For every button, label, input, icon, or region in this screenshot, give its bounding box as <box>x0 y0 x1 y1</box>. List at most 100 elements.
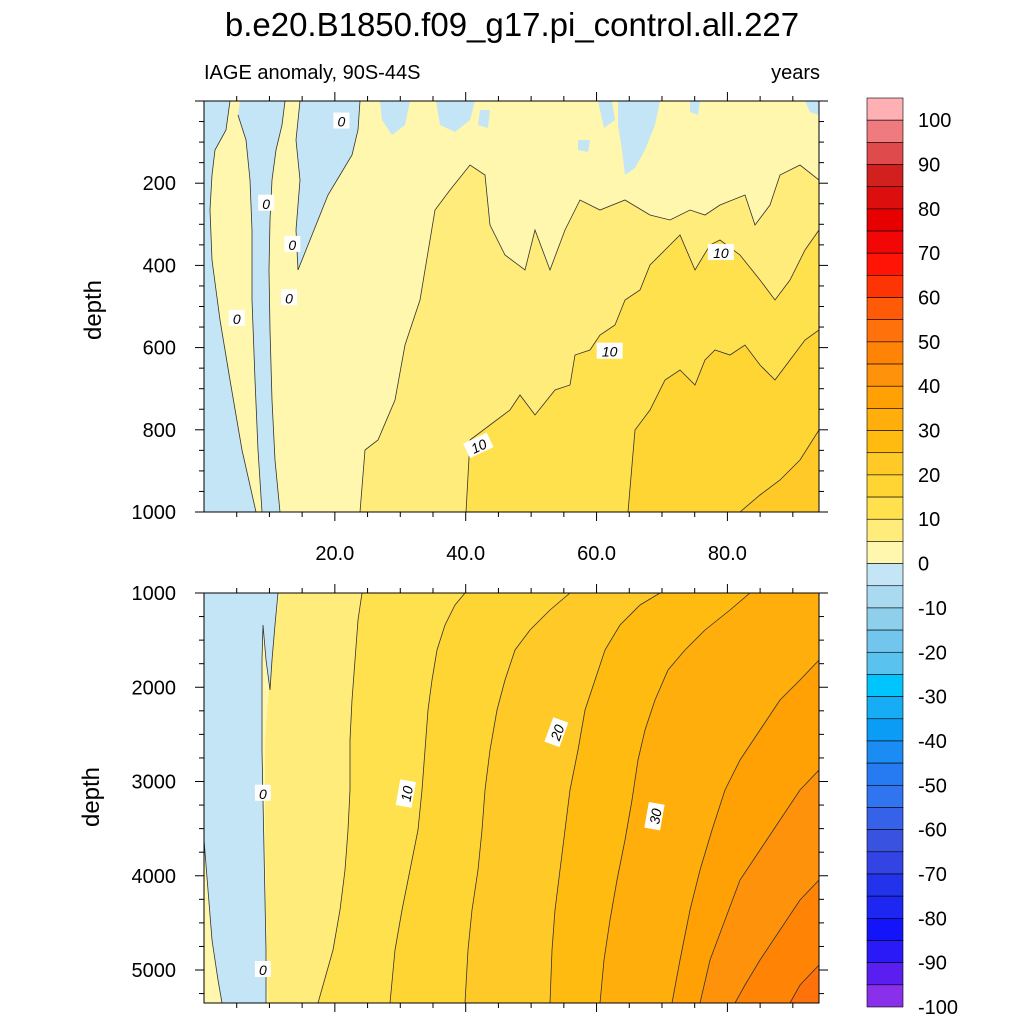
upper-y-tick-label: 200 <box>143 173 176 195</box>
upper-y-tick-label: 1000 <box>132 502 177 524</box>
upper-negative-patch-1 <box>380 101 410 135</box>
colorbar-label: -30 <box>918 687 947 709</box>
upper-band-15-20 <box>628 330 819 512</box>
lower-y-tick-label: 4000 <box>132 866 177 888</box>
upper-band-20-25 <box>740 430 819 512</box>
upper-contour-label: 0 <box>258 194 275 212</box>
upper-negative-spike <box>238 101 285 512</box>
upper-x-tick-label: 60.0 <box>577 543 616 565</box>
colorbar-box <box>866 740 904 764</box>
colorbar-box <box>866 363 904 387</box>
upper-x-tick-label: 40.0 <box>446 543 485 565</box>
svg-text:20: 20 <box>547 722 568 743</box>
lower-y-tick-label: 5000 <box>132 960 177 982</box>
colorbar-box <box>866 829 904 853</box>
colorbar-box <box>866 651 904 675</box>
colorbar-box <box>866 585 904 609</box>
colorbar-label: -50 <box>918 775 947 797</box>
lower-y-tick-label: 2000 <box>132 677 177 699</box>
upper-y-tick-label: 600 <box>143 338 176 360</box>
colorbar: 1009080706050403020100-10-20-30-40-50-60… <box>866 97 958 1019</box>
colorbar-box <box>866 230 904 254</box>
upper-panel-fills <box>204 101 819 512</box>
lower-plot-frame <box>203 592 820 1004</box>
svg-text:10: 10 <box>713 245 729 261</box>
upper-x-tick-label: 20.0 <box>315 543 354 565</box>
svg-text:0: 0 <box>337 114 345 130</box>
upper-contour-label: 10 <box>707 244 734 261</box>
subtitle-units: years <box>771 62 820 84</box>
svg-text:30: 30 <box>646 807 664 825</box>
colorbar-box <box>866 541 904 564</box>
lower-contour-label: 30 <box>644 802 665 831</box>
colorbar-box <box>866 607 904 631</box>
colorbar-box <box>866 784 904 808</box>
colorbar-box <box>866 452 904 476</box>
lower-contour-lines <box>204 593 819 1003</box>
upper-negative-patch-4 <box>598 101 615 128</box>
lower-contour-label: 20 <box>544 717 569 748</box>
colorbar-label: -80 <box>918 908 947 930</box>
svg-text:10: 10 <box>398 784 416 802</box>
colorbar-box <box>866 119 904 143</box>
lower-y-tick-label: 1000 <box>132 583 177 605</box>
svg-text:10: 10 <box>602 344 618 360</box>
upper-contour-label: 10 <box>596 342 623 360</box>
colorbar-box <box>866 208 904 232</box>
svg-text:0: 0 <box>285 290 293 306</box>
colorbar-box <box>866 696 904 720</box>
upper-negative-patch-2 <box>436 101 475 132</box>
colorbar-box <box>866 430 904 454</box>
upper-negative-patch-5 <box>618 101 660 175</box>
colorbar-label: -60 <box>918 820 947 842</box>
colorbar-label: -90 <box>918 953 947 975</box>
axes-layer: 20.0 40.0 60.0 80.0200400600800100010002000… <box>132 92 828 1012</box>
colorbar-label: 50 <box>918 332 940 354</box>
colorbar-box <box>866 563 904 587</box>
colorbar-box <box>866 762 904 786</box>
svg-text:0: 0 <box>259 786 267 802</box>
colorbar-box <box>866 408 904 431</box>
colorbar-box <box>866 962 904 986</box>
colorbar-box <box>866 940 904 963</box>
upper-band-0-5 <box>204 101 819 512</box>
colorbar-box <box>866 984 904 1008</box>
upper-negative-patch-7 <box>805 101 819 115</box>
colorbar-box <box>866 873 904 897</box>
upper-y-tick-label: 800 <box>143 420 176 442</box>
colorbar-label: -70 <box>918 864 947 886</box>
upper-contour-label: 0 <box>284 235 301 253</box>
subtitle-variable: IAGE anomaly, 90S-44S <box>204 62 421 84</box>
colorbar-label: 0 <box>918 554 929 576</box>
colorbar-box <box>866 97 904 121</box>
colorbar-box <box>866 629 904 653</box>
upper-contour-label: 0 <box>333 112 350 130</box>
svg-text:0: 0 <box>262 196 270 212</box>
contour-label-layer: 0 0 0 0 0 10 10 10 0 0 10 20 30 <box>228 112 734 978</box>
upper-y-tick-label: 400 <box>143 255 176 277</box>
lower-contour-label: 0 <box>254 961 271 978</box>
colorbar-label: -40 <box>918 731 947 753</box>
upper-negative-plume <box>296 101 360 270</box>
svg-text:0: 0 <box>288 237 296 253</box>
colorbar-box <box>866 474 904 498</box>
colorbar-box <box>866 252 904 276</box>
colorbar-box <box>866 275 904 298</box>
upper-contour-label: 10 <box>463 432 494 459</box>
upper-contour-label: 0 <box>281 289 298 306</box>
upper-negative-patch-6 <box>690 101 700 115</box>
colorbar-box <box>866 918 904 941</box>
colorbar-label: 80 <box>918 199 940 221</box>
colorbar-label: 30 <box>918 421 940 443</box>
upper-contour-label: 0 <box>228 309 245 327</box>
colorbar-label: -20 <box>918 642 947 664</box>
colorbar-box <box>866 319 904 343</box>
lower-contour-label: 0 <box>254 784 271 802</box>
colorbar-label: 90 <box>918 155 940 177</box>
colorbar-label: -100 <box>918 997 958 1019</box>
colorbar-box <box>866 164 904 187</box>
colorbar-box <box>866 718 904 742</box>
colorbar-box <box>866 518 904 542</box>
colorbar-label: 70 <box>918 243 940 265</box>
